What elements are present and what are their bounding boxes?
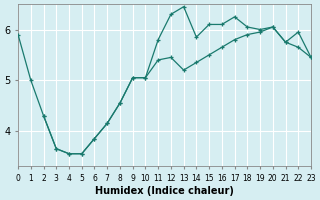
X-axis label: Humidex (Indice chaleur): Humidex (Indice chaleur) — [95, 186, 234, 196]
